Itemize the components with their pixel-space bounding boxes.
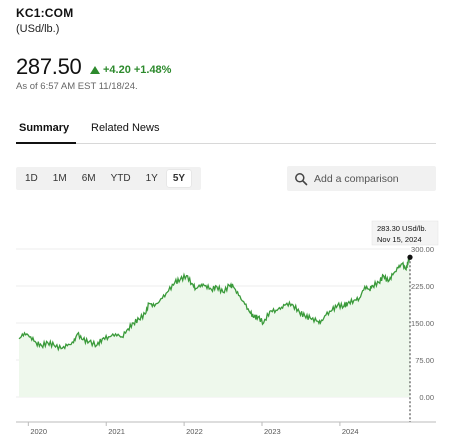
up-arrow-icon — [90, 66, 100, 74]
change-percent: +1.48% — [133, 64, 172, 76]
range-1y-button[interactable]: 1Y — [145, 173, 158, 184]
x-axis: 2020 2021 2022 2023 2024 — [27, 422, 359, 436]
tab-bar: Summary Related News — [16, 122, 436, 144]
y-tick-label: 75.00 — [415, 356, 434, 365]
price-value: 287.50 — [16, 54, 82, 79]
price-tooltip: 283.30 USd/lb. Nov 15, 2024 — [371, 220, 439, 422]
ticker-symbol: KC1:COM — [16, 6, 74, 20]
y-tick-label: 300.00 — [411, 245, 434, 254]
as-of-timestamp: As of 6:57 AM EST 11/18/24. — [16, 81, 138, 92]
range-1d-button[interactable]: 1D — [25, 173, 38, 184]
range-selector: 1D 1M 6M YTD 1Y 5Y — [16, 167, 201, 190]
range-1m-button[interactable]: 1M — [52, 173, 67, 184]
x-tick-label: 2022 — [186, 427, 203, 436]
y-tick-label: 0.00 — [419, 393, 434, 402]
search-icon — [295, 172, 308, 185]
x-tick-label: 2021 — [108, 427, 125, 436]
tab-related-news[interactable]: Related News — [91, 122, 160, 134]
active-tab-indicator — [16, 142, 76, 144]
crosshair-dot — [407, 254, 413, 260]
y-tick-label: 150.00 — [411, 319, 434, 328]
x-tick-label: 2023 — [264, 427, 281, 436]
y-tick-label: 225.00 — [411, 282, 434, 291]
tooltip-box — [371, 220, 439, 246]
range-ytd-button[interactable]: YTD — [110, 173, 131, 184]
price-line — [18, 255, 411, 352]
range-6m-button[interactable]: 6M — [81, 173, 96, 184]
price-change: +4.20 +1.48% — [90, 64, 171, 76]
tooltip-value: 283.30 USd/lb. — [377, 224, 427, 233]
tooltip-date: Nov 15, 2024 — [377, 235, 422, 244]
price-chart: 300.00 225.00 150.00 75.00 0.00 2020 2021 2022… — [16, 220, 439, 436]
change-amount: +4.20 — [103, 64, 131, 76]
x-tick-label: 2024 — [342, 427, 359, 436]
tab-divider — [16, 143, 436, 144]
tab-summary[interactable]: Summary — [19, 122, 70, 134]
price-area-fill — [19, 255, 410, 397]
add-comparison-input[interactable]: Add a comparison — [287, 166, 436, 191]
unit-label: (USd/lb.) — [16, 23, 60, 35]
y-axis: 300.00 225.00 150.00 75.00 0.00 — [411, 245, 434, 402]
x-tick-label: 2020 — [30, 427, 47, 436]
comparison-placeholder: Add a comparison — [314, 172, 399, 185]
range-5y-button[interactable]: 5Y — [166, 170, 192, 187]
